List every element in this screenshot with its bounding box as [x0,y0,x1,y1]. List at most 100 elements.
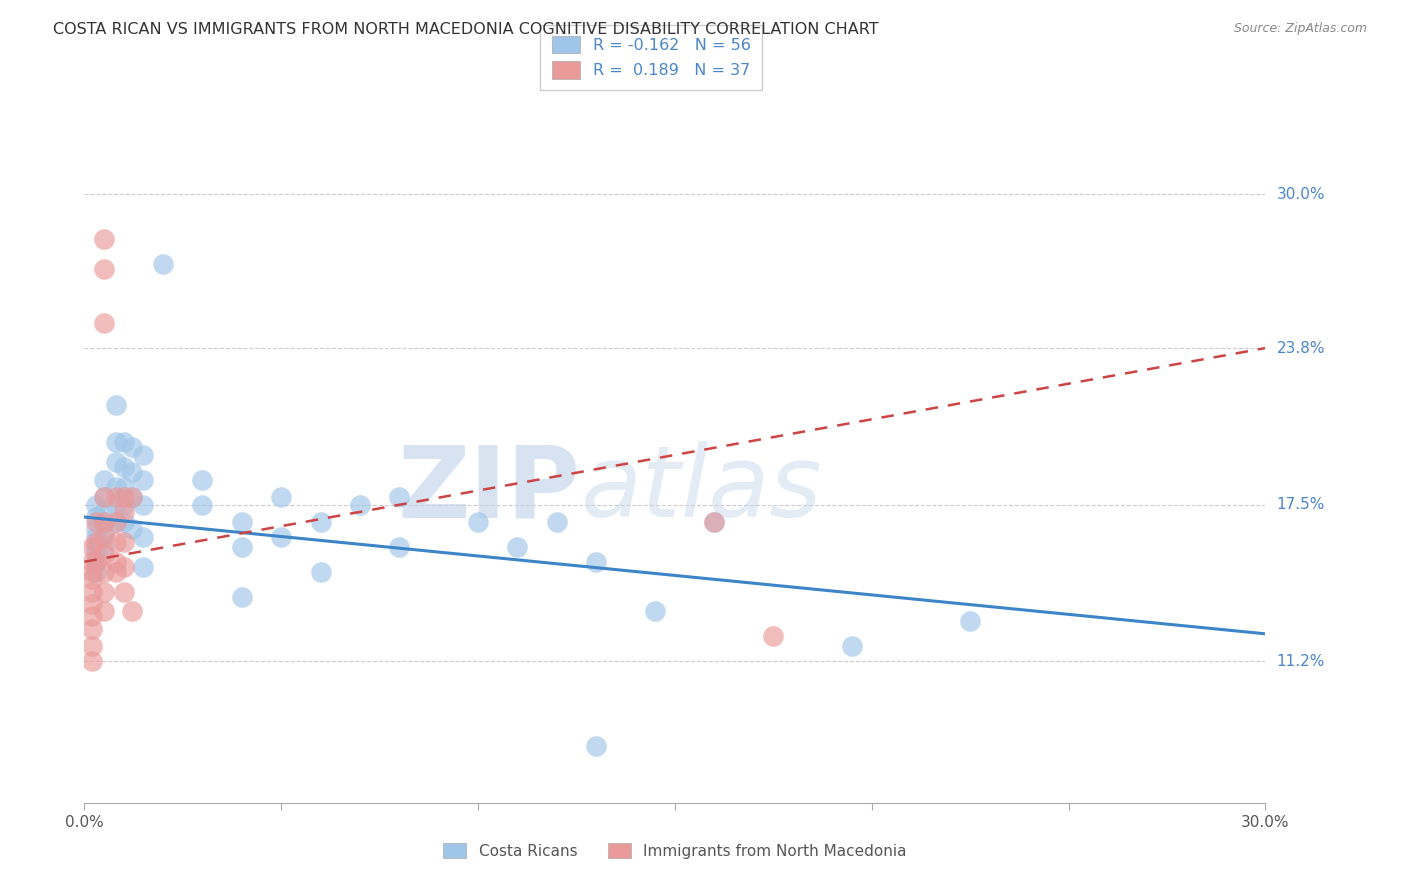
Point [121,441,143,455]
Point [349,498,371,512]
Point [82,572,104,586]
Point [112,559,135,574]
Point [132,498,155,512]
Point [84,555,107,569]
Text: COSTA RICAN VS IMMIGRANTS FROM NORTH MACEDONIA COGNITIVE DISABILITY CORRELATION : COSTA RICAN VS IMMIGRANTS FROM NORTH MAC… [53,22,879,37]
Point [93,490,115,504]
Point [104,555,127,569]
Point [84,540,107,554]
Point [84,534,107,549]
Point [93,605,115,619]
Point [82,565,104,579]
Point [231,515,253,529]
Point [132,473,155,487]
Point [112,515,135,529]
Point [112,490,135,504]
Point [121,605,143,619]
Point [104,565,127,579]
Point [762,629,785,643]
Point [84,523,107,537]
Point [93,530,115,544]
Point [93,505,115,519]
Point [112,584,135,599]
Text: 11.2%: 11.2% [1277,654,1324,669]
Point [467,515,489,529]
Point [93,540,115,554]
Point [270,530,292,544]
Point [82,584,104,599]
Point [546,515,568,529]
Point [121,466,143,480]
Point [93,515,115,529]
Point [104,480,127,494]
Point [82,609,104,624]
Point [959,615,981,629]
Point [82,639,104,653]
Point [585,739,607,753]
Point [104,435,127,450]
Point [84,530,107,544]
Point [231,540,253,554]
Point [112,460,135,475]
Text: 17.5%: 17.5% [1277,497,1324,512]
Point [82,540,104,554]
Point [112,480,135,494]
Point [93,490,115,504]
Point [84,510,107,524]
Point [93,261,115,276]
Point [191,473,214,487]
Point [84,547,107,561]
Point [104,398,127,412]
Point [93,584,115,599]
Point [82,597,104,611]
Point [132,448,155,462]
Point [132,530,155,544]
Point [132,559,155,574]
Point [93,232,115,246]
Point [112,435,135,450]
Point [104,515,127,529]
Point [121,490,143,504]
Point [703,515,725,529]
Point [231,590,253,604]
Point [93,565,115,579]
Text: Source: ZipAtlas.com: Source: ZipAtlas.com [1233,22,1367,36]
Point [104,490,127,504]
Point [84,555,107,569]
Point [585,555,607,569]
Point [191,498,214,512]
Point [309,515,332,529]
Point [93,473,115,487]
Text: atlas: atlas [581,442,823,538]
Point [309,565,332,579]
Point [93,316,115,330]
Point [270,490,292,504]
Point [112,505,135,519]
Point [82,654,104,668]
Legend: Costa Ricans, Immigrants from North Macedonia: Costa Ricans, Immigrants from North Mace… [437,837,912,864]
Point [506,540,529,554]
Point [82,555,104,569]
Point [104,515,127,529]
Point [703,515,725,529]
Text: ZIP: ZIP [398,442,581,538]
Point [84,515,107,529]
Point [152,256,174,270]
Point [104,534,127,549]
Point [104,498,127,512]
Point [388,490,411,504]
Point [93,515,115,529]
Text: 23.8%: 23.8% [1277,341,1324,356]
Point [93,547,115,561]
Point [82,622,104,636]
Text: 30.0%: 30.0% [1277,186,1324,202]
Point [84,498,107,512]
Point [121,490,143,504]
Point [104,455,127,469]
Point [388,540,411,554]
Point [841,639,863,653]
Point [121,523,143,537]
Point [84,565,107,579]
Point [112,534,135,549]
Point [644,605,666,619]
